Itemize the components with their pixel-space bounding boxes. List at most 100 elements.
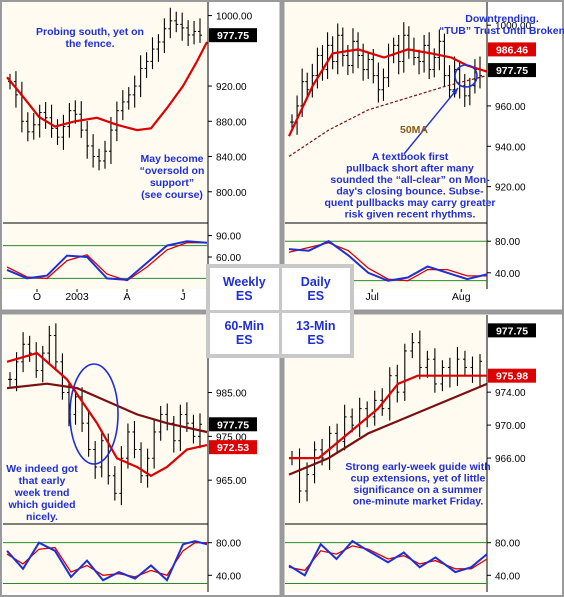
osc-signal-line xyxy=(6,542,207,578)
annotation-line: Strong early-week guide with xyxy=(345,461,490,473)
slow-moving-average xyxy=(288,75,488,157)
price-tick-label: 1000.00 xyxy=(495,21,532,32)
fast-moving-average xyxy=(6,351,208,478)
annotation-line: Downtrending. xyxy=(465,13,539,25)
legend-cell-60min: 60-Min ES xyxy=(210,312,279,354)
x-tick-label: A xyxy=(123,291,130,303)
price-tick-label: 940.00 xyxy=(495,142,526,153)
last-price-tag-label: 972.53 xyxy=(217,442,249,454)
last-price-tag-label: 977.75 xyxy=(496,325,528,337)
annotation-line: quent pullbacks may carry greater xyxy=(325,197,496,209)
price-tick-label: 960.00 xyxy=(495,102,526,113)
annotation-arrow xyxy=(403,87,459,155)
last-price-tag-label: 977.75 xyxy=(217,30,249,42)
osc-tick-label: 40.00 xyxy=(495,571,520,582)
price-tick-label: 974.00 xyxy=(495,388,526,399)
x-tick-label: Jul xyxy=(365,291,378,303)
annotation-line: that early xyxy=(19,475,66,487)
price-pane-bg xyxy=(3,315,207,527)
osc-tick-label: 60.00 xyxy=(216,253,241,264)
price-tick-label: 965.00 xyxy=(216,476,247,487)
slow-moving-average xyxy=(288,382,488,476)
last-price-tag-label: 977.75 xyxy=(496,65,528,77)
osc-main-line xyxy=(288,539,488,577)
legend-cell-weekly: Weekly ES xyxy=(210,268,279,310)
legend-cell-daily: Daily ES xyxy=(281,268,350,310)
price-tick-label: 1000.00 xyxy=(216,12,253,23)
last-price-tag-label: 977.75 xyxy=(217,419,249,431)
annotation-line: “oversold on xyxy=(140,165,205,177)
price-tick-label: 840.00 xyxy=(216,153,247,164)
annotation-text: Strong early-week guide with cup extensio… xyxy=(345,461,490,508)
osc-tick-label: 80.00 xyxy=(495,539,520,550)
osc-main-line xyxy=(6,240,208,281)
highlight-ellipse xyxy=(69,363,119,465)
annotation-arrowhead xyxy=(451,88,458,95)
osc-pane-bg xyxy=(285,526,487,592)
annotation-text: May become “oversold on support” (see cours… xyxy=(140,153,205,201)
osc-tick-label: 90.00 xyxy=(216,232,241,243)
x-tick-label: Aug xyxy=(452,291,471,303)
timeframe-legend: Weekly ES Daily ES 60-Min ES 13-Min ES xyxy=(206,264,354,358)
x-tick-label: O xyxy=(33,291,41,303)
last-price-tag xyxy=(209,417,257,432)
osc-main-line xyxy=(288,240,488,282)
fast-moving-average xyxy=(289,374,487,460)
osc-main-line xyxy=(6,540,208,582)
annotation-line: week trend xyxy=(14,487,70,499)
last-price-tag xyxy=(488,63,536,78)
x-tick-label: 2003 xyxy=(65,291,89,303)
panel-2: 995.00985.00975.00965.00977.75972.5380.0… xyxy=(3,315,257,592)
annotation-line: Probing south, yet on xyxy=(36,26,144,38)
annotation-line: cup extensions, yet of little xyxy=(351,473,486,485)
legend-label-13min: 13-Min ES xyxy=(295,319,336,348)
last-price-tag-label: 975.98 xyxy=(496,371,528,383)
last-price-tag xyxy=(488,42,536,57)
legend-label-daily: Daily ES xyxy=(300,274,331,303)
osc-pane-bg xyxy=(3,225,207,289)
legend-label-weekly: Weekly ES xyxy=(222,274,266,303)
last-price-tag-label: 986.46 xyxy=(496,44,528,56)
fast-moving-average xyxy=(288,48,488,137)
price-tick-label: 966.00 xyxy=(495,454,526,465)
panel-1: 1000.00 960.00 940.00 920.00 986.46 977.75 80.… xyxy=(285,2,564,303)
osc-tick-label: 80.00 xyxy=(216,539,241,550)
annotation-line: pullback short after many xyxy=(346,163,474,175)
annotation-line: day's closing bounce. Subse- xyxy=(336,186,484,198)
x-tick-label: J xyxy=(180,291,185,303)
last-price-tag xyxy=(209,440,257,455)
annotation-line: the fence. xyxy=(65,38,114,50)
price-tick-label: 975.00 xyxy=(216,432,247,443)
annotation-line: nicely. xyxy=(26,511,58,523)
slow-moving-average xyxy=(6,382,208,434)
annotation-line: support” xyxy=(150,177,194,189)
annotation-text: Probing south, yet on the fence. xyxy=(36,26,144,50)
price-tick-label: 920.00 xyxy=(495,183,526,194)
osc-tick-label: 40.00 xyxy=(495,269,520,280)
annotation-text: A textbook first pullback short after man… xyxy=(325,151,496,221)
highlight-circle xyxy=(454,64,478,88)
annotation-line: “TUB” Trust Until Broken xyxy=(439,25,564,37)
panel-0: 1000.00 920.00 880.00 840.00 800.00 977.75 90.… xyxy=(3,2,257,303)
annotation-line: (see course) xyxy=(141,189,203,201)
annotation-line: sounded the “all-clear” on Mon- xyxy=(330,174,490,186)
price-tick-label: 800.00 xyxy=(216,188,247,199)
annotation-text: We indeed got that early week trend which g… xyxy=(6,463,78,523)
osc-signal-line xyxy=(288,545,488,572)
osc-tick-label: 40.00 xyxy=(216,571,241,582)
price-tick-label: 970.00 xyxy=(495,421,526,432)
price-tick-label: 920.00 xyxy=(216,82,247,93)
annotation-line: one-minute market Friday. xyxy=(353,496,484,508)
annotation-line: We indeed got xyxy=(6,463,78,475)
price-tick-label: 880.00 xyxy=(216,117,247,128)
price-tick-label: 985.00 xyxy=(216,389,247,400)
osc-pane-bg xyxy=(3,526,207,592)
legend-label-60min: 60-Min ES xyxy=(224,319,265,348)
annotation-line: May become xyxy=(140,153,203,165)
annotation-text: Downtrending. “TUB” Trust Until Broken xyxy=(439,13,564,37)
osc-tick-label: 80.00 xyxy=(495,237,520,248)
last-price-tag xyxy=(209,28,257,43)
last-price-tag xyxy=(488,323,536,338)
